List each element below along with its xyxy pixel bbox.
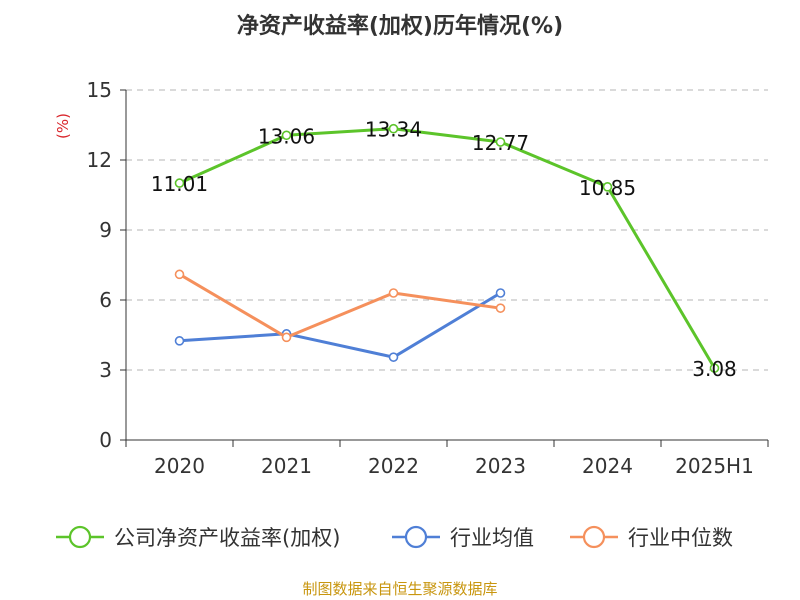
x-tick-label: 2022 — [368, 454, 419, 478]
source-note: 制图数据来自恒生聚源数据库 — [302, 580, 497, 598]
data-labels: 11.01 13.06 13.34 12.77 10.85 3.08 — [151, 118, 737, 381]
series-line — [178, 127, 716, 370]
data-point — [709, 363, 720, 373]
legend-label: 行业中位数 — [628, 526, 733, 550]
data-label: 11.01 — [151, 172, 208, 196]
series-line — [178, 291, 502, 359]
y-tick-label: 9 — [99, 218, 112, 242]
data-point — [174, 178, 185, 188]
data-label: 13.34 — [365, 118, 422, 142]
data-point — [388, 352, 399, 362]
legend: 公司净资产收益率(加权) 行业均值 行业中位数 — [56, 525, 733, 550]
legend-marker-circle — [404, 525, 428, 549]
data-point — [388, 288, 399, 298]
x-tick-label: 2023 — [475, 454, 526, 478]
data-point — [174, 269, 185, 280]
data-point — [281, 332, 292, 343]
grid-lines — [126, 89, 768, 371]
data-point — [174, 336, 185, 346]
data-label: 10.85 — [579, 176, 636, 200]
data-point — [602, 182, 613, 192]
series-line — [178, 272, 502, 339]
data-label: 12.77 — [472, 131, 529, 155]
x-tick-label: 2025H1 — [675, 454, 754, 478]
legend-marker-circle — [68, 525, 92, 549]
y-axis-unit: (%) — [54, 113, 72, 139]
y-tick-label: 3 — [99, 358, 112, 382]
legend-marker-circle — [582, 525, 606, 549]
axes: 0 3 6 9 12 15 2020 2021 2022 2023 2024 2025H1 — [87, 78, 769, 478]
data-point — [495, 288, 506, 298]
chart-title: 净资产收益率(加权)历年情况(%) — [237, 13, 563, 39]
legend-label: 行业均值 — [450, 526, 534, 550]
y-tick-label: 12 — [87, 148, 112, 172]
data-label: 13.06 — [258, 124, 315, 148]
x-tick-label: 2021 — [261, 454, 312, 478]
x-tick-label: 2024 — [582, 454, 633, 478]
legend-label: 公司净资产收益率(加权) — [114, 526, 340, 550]
x-tick-label: 2020 — [154, 454, 205, 478]
data-point — [495, 137, 506, 147]
y-tick-label: 0 — [99, 428, 112, 452]
series-group — [174, 123, 720, 373]
data-label: 3.08 — [692, 357, 737, 381]
data-point — [281, 130, 292, 141]
data-point — [388, 123, 399, 134]
data-point — [495, 303, 506, 313]
y-tick-label: 15 — [87, 78, 112, 102]
y-tick-label: 6 — [99, 288, 112, 312]
